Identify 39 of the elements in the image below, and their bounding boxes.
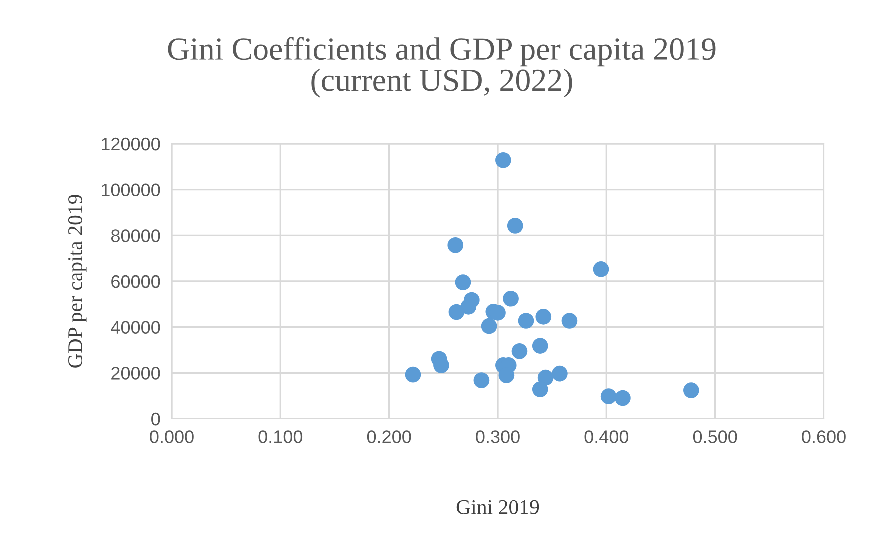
y-tick-label: 0 — [152, 412, 160, 426]
y-axis-title: GDP per capita 2019 — [68, 195, 87, 368]
point — [481, 318, 498, 334]
y-tick-label: 80000 — [111, 230, 160, 242]
point — [507, 218, 524, 234]
y-tick-label: 40000 — [111, 321, 160, 334]
point — [532, 338, 548, 354]
x-tick-label: 0.500 — [693, 430, 738, 444]
point — [503, 290, 519, 307]
y-tick-label: 60000 — [112, 275, 160, 288]
chart-title: Gini Coefficients and GDP per capita 2019 (current USD, 2022) — [168, 37, 716, 98]
y-tick-label: 20000 — [112, 367, 160, 380]
point — [434, 358, 450, 374]
point — [405, 366, 422, 383]
point — [593, 262, 610, 278]
point — [455, 274, 472, 290]
point — [448, 237, 464, 254]
point — [496, 152, 512, 168]
point — [448, 304, 465, 320]
point — [552, 366, 568, 382]
point — [518, 313, 534, 329]
point — [562, 313, 578, 329]
x-tick-label: 0.300 — [476, 430, 520, 444]
point — [615, 390, 631, 406]
x-tick-label: 0.200 — [367, 430, 412, 444]
point — [512, 344, 528, 360]
x-tick-label: 0.600 — [802, 430, 846, 444]
y-tick-label: 120000 — [102, 138, 160, 151]
point — [460, 298, 477, 315]
point — [684, 382, 700, 398]
point — [474, 372, 490, 388]
x-tick-label: 0.400 — [584, 430, 629, 444]
point — [536, 309, 552, 325]
y-tick-label: 100000 — [102, 184, 160, 197]
x-tick-label: 0.000 — [150, 430, 194, 444]
x-tick-label: 0.100 — [258, 430, 303, 444]
point — [600, 388, 617, 405]
x-axis-title: Gini 2019 — [456, 500, 540, 514]
point — [532, 382, 548, 398]
